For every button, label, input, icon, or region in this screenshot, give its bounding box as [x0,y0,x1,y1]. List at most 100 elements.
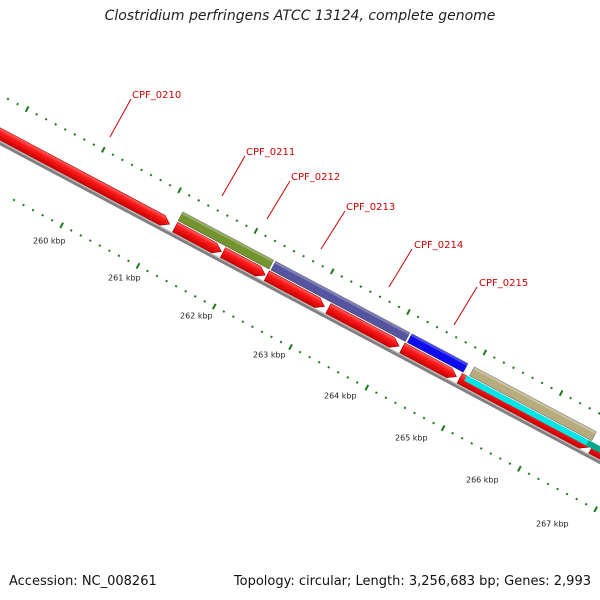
cds-arrow[interactable] [399,342,459,382]
gene-labels: CPF_0210 CPF_0211 CPF_0212 CPF_0213 CPF_0214… [109,90,528,326]
minor-tick [69,229,73,232]
feature-block-teal[interactable] [585,440,600,460]
gene-label-leader [453,286,478,326]
minor-tick [231,315,235,318]
minor-tick [369,290,372,294]
gene-label-leader [388,248,413,288]
map-title: Clostridium perfringens ATCC 13124, comp… [104,8,496,24]
feature-highlight [274,261,410,335]
major-tick [482,349,488,356]
minor-tick [384,396,388,400]
minor-tick [578,401,582,405]
minor-tick [50,218,54,222]
minor-tick [193,294,197,298]
scale-label: 265 kbp [395,434,428,443]
scale-label: 264 kbp [324,392,357,401]
gene-label-leader [266,180,291,220]
minor-tick [521,371,525,375]
minor-tick [546,482,550,486]
feature-track [177,211,600,460]
minor-tick [88,239,92,242]
minor-tick [508,462,512,466]
minor-tick [498,457,502,460]
minor-tick [336,371,340,374]
minor-tick [82,138,86,141]
minor-tick [63,128,67,131]
minor-tick [73,133,77,136]
feature-highlight [181,211,274,263]
minor-tick [531,376,534,380]
minor-tick [31,208,35,212]
minor-tick [216,209,220,212]
feature-block-tan[interactable] [469,366,597,441]
minor-tick [311,259,315,263]
minor-tick [340,275,344,278]
minor-tick [321,264,325,268]
cds-arrow[interactable] [325,303,402,351]
cds-arrow[interactable] [588,443,600,525]
minor-tick [302,254,305,258]
minor-tick [454,335,458,339]
scale-label: 267 kbp [536,520,569,529]
gene-label[interactable]: CPF_0214 [414,240,463,251]
minor-tick [22,203,25,207]
minor-tick [584,502,588,506]
minor-tick [489,452,493,455]
minor-tick [403,406,407,410]
scale-labels: 260 kbp 261 kbp 262 kbp 263 kbp 264 kbp 265 k… [33,237,569,529]
minor-tick [6,97,10,101]
minor-tick [159,178,162,182]
minor-tick [279,340,283,344]
gene-label[interactable]: CPF_0212 [291,172,340,183]
feature-block-slate[interactable] [270,260,411,342]
minor-tick [174,284,178,288]
backbone-line [0,103,600,501]
gene-label[interactable]: CPF_0210 [132,90,181,101]
minor-tick [473,346,477,349]
major-tick [24,106,30,113]
major-tick [440,425,446,432]
minor-tick [41,213,44,217]
minor-tick [79,234,83,237]
gene-label[interactable]: CPF_0211 [246,147,295,158]
scale-label: 261 kbp [108,274,141,283]
minor-tick [264,234,267,238]
minor-tick [206,204,210,207]
major-tick [101,146,106,153]
minor-tick [298,350,302,354]
feature-block-blue[interactable] [406,333,469,373]
minor-tick [349,280,353,283]
minor-tick [445,330,449,334]
minor-tick [251,325,254,329]
backbone-track [0,103,600,501]
major-tick [288,343,293,351]
minor-tick [222,310,226,313]
gene-label[interactable]: CPF_0215 [479,278,528,289]
minor-tick [149,173,153,177]
cds-track [0,92,600,525]
minor-tick [426,320,429,324]
minor-tick [260,330,264,334]
major-tick [364,384,370,391]
major-tick [59,222,64,229]
feature-block-olive[interactable] [177,211,274,270]
minor-tick [108,249,111,253]
minor-tick [355,381,359,384]
minor-tick [540,381,544,385]
major-tick [593,506,598,513]
minor-tick [140,168,143,172]
minor-tick [121,158,124,162]
minor-tick [235,219,239,223]
cds-arrow[interactable] [263,270,327,311]
cds-arrow[interactable] [172,221,224,256]
minor-tick [588,406,592,410]
minor-tick [556,487,559,491]
cds-arrow[interactable] [219,247,267,280]
gene-label[interactable]: CPF_0213 [346,202,395,213]
minor-tick [308,355,311,359]
feature-block-cyan[interactable] [464,375,597,450]
cds-arrow[interactable] [0,92,172,229]
minor-tick [155,274,159,278]
minor-tick [460,436,464,440]
